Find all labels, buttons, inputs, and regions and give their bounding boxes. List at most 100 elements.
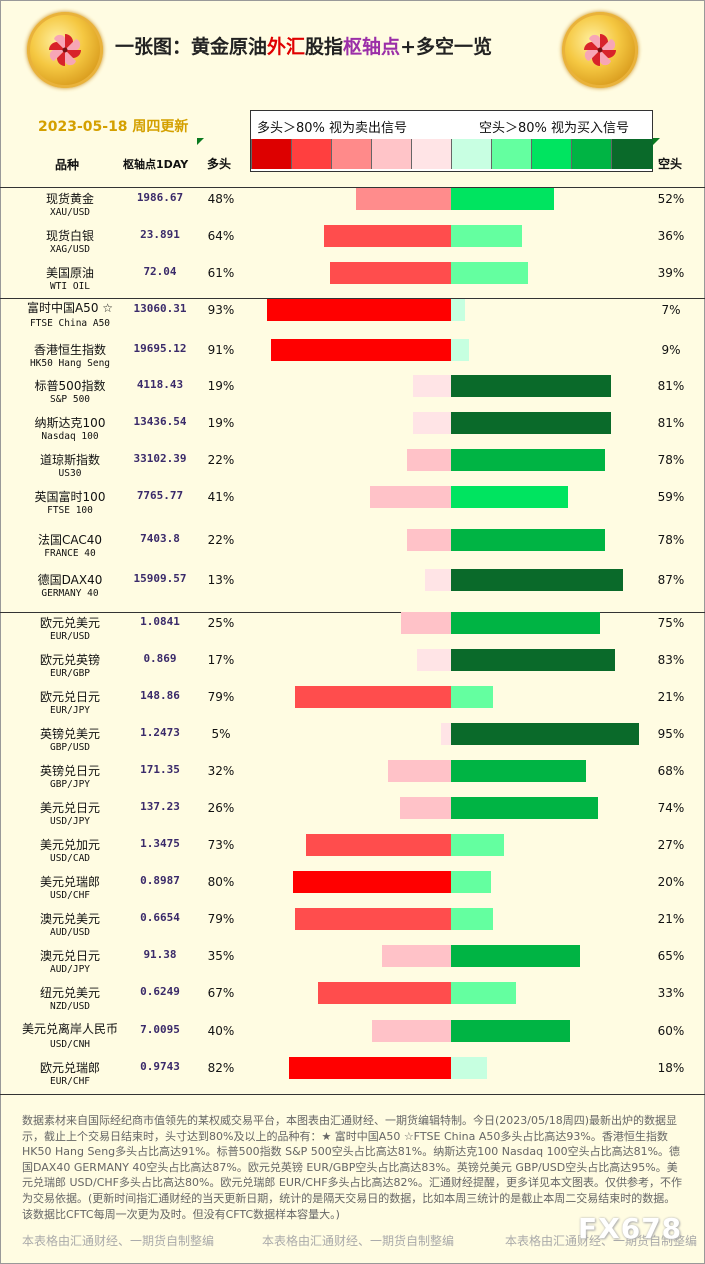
pivot-value: 1986.67 (136, 191, 184, 204)
long-bar (388, 760, 451, 782)
table-row: 澳元兑美元 AUD/USD 0.6654 79% 21% (0, 906, 705, 943)
long-percent: 79% (207, 912, 235, 926)
title-part: 枢轴点 (343, 36, 401, 58)
table-row: 欧元兑瑞郎 EUR/CHF 0.9743 82% 18% (0, 1055, 705, 1092)
short-percent: 39% (657, 266, 685, 280)
pivot-value: 23.891 (140, 228, 180, 241)
long-bar (293, 871, 451, 893)
corner-marker (653, 138, 660, 145)
instrument-name: 欧元兑美元 (39, 616, 100, 630)
long-percent: 79% (207, 690, 235, 704)
pivot-value: 72.04 (143, 265, 177, 278)
pivot-value: 0.869 (143, 652, 177, 665)
table-row: 美元兑日元 USD/JPY 137.23 26% 74% (0, 795, 705, 832)
instrument-name: 美元兑加元 (39, 838, 100, 852)
col-header-name: 品种 (55, 158, 80, 172)
section-divider (0, 612, 705, 613)
instrument-name: 香港恒生指数 (33, 343, 106, 357)
pivot-value: 7403.8 (140, 532, 180, 545)
short-bar (451, 871, 491, 893)
short-bar (451, 486, 568, 508)
instrument-name: 欧元兑日元 (39, 690, 100, 704)
long-bar (413, 412, 451, 434)
instrument-code: NZD/USD (49, 1001, 91, 1012)
legend-swatch (531, 139, 572, 169)
legend-long-signal: 多头＞80% 视为卖出信号 (257, 121, 408, 136)
long-percent: 40% (207, 1024, 235, 1038)
short-bar (451, 188, 554, 210)
title-part: 一张图：黄金原油 (115, 36, 268, 58)
long-percent: 48% (207, 192, 235, 206)
corner-marker (197, 138, 204, 145)
long-bar (330, 262, 451, 284)
short-bar (451, 908, 493, 930)
short-percent: 9% (661, 343, 681, 357)
instrument-code: WTI OIL (49, 281, 91, 292)
long-bar (318, 982, 451, 1004)
section-divider (0, 1094, 705, 1095)
footer-note: 数据素材来自国际经纪商市值领先的某权威交易平台，本图表由汇通财经、一期货编辑特制… (22, 1114, 683, 1221)
pinwheel-icon (584, 34, 616, 66)
pivot-value: 1.0841 (140, 615, 180, 628)
long-bar (407, 529, 451, 551)
pivot-value: 91.38 (143, 948, 177, 961)
watermark: 本表格由汇通财经、一期货自制整编 (22, 1234, 215, 1248)
instrument-code: XAU/USD (49, 207, 91, 218)
long-bar (295, 908, 451, 930)
instrument-code: Nasdaq 100 (41, 431, 99, 442)
update-date: 2023-05-18 周四更新 (38, 119, 189, 135)
short-percent: 74% (657, 801, 685, 815)
short-bar (451, 262, 528, 284)
pivot-value: 7765.77 (136, 489, 184, 502)
long-percent: 26% (207, 801, 235, 815)
long-bar (356, 188, 451, 210)
long-bar (382, 945, 451, 967)
instrument-code: EUR/JPY (49, 705, 91, 716)
long-bar (400, 797, 451, 819)
instrument-name: 纽元兑美元 (39, 986, 100, 1000)
instrument-name: 英国富时100 (34, 490, 106, 504)
long-bar (289, 1057, 451, 1079)
short-bar (451, 760, 586, 782)
table-row: 德国DAX40 GERMANY 40 15909.57 13% 87% (0, 567, 705, 604)
instrument-code: EUR/CHF (49, 1076, 91, 1087)
table-row: 英镑兑美元 GBP/USD 1.2473 5% 95% (0, 721, 705, 758)
instrument-code: EUR/GBP (49, 668, 91, 679)
pivot-value: 171.35 (140, 763, 180, 776)
short-bar (451, 339, 469, 361)
legend-short-signal: 空头＞80% 视为买入信号 (479, 121, 630, 136)
long-percent: 64% (207, 229, 235, 243)
pinwheel-icon (49, 34, 81, 66)
instrument-code: GBP/USD (49, 742, 91, 753)
short-percent: 21% (657, 690, 685, 704)
pivot-value: 0.8987 (140, 874, 180, 887)
legend-swatch (451, 139, 492, 169)
table-row: 欧元兑英镑 EUR/GBP 0.869 17% 83% (0, 647, 705, 684)
short-bar (451, 945, 580, 967)
short-bar (451, 449, 605, 471)
short-bar (451, 686, 493, 708)
pivot-value: 137.23 (140, 800, 180, 813)
brand-logo: FX678 (578, 1212, 683, 1245)
short-percent: 33% (657, 986, 685, 1000)
long-bar (271, 339, 451, 361)
short-bar (451, 649, 615, 671)
long-percent: 17% (207, 653, 235, 667)
short-bar (451, 375, 611, 397)
short-percent: 75% (657, 616, 685, 630)
short-percent: 68% (657, 764, 685, 778)
instrument-code: S&P 500 (49, 394, 91, 405)
instrument-name: 美元兑瑞郎 (39, 875, 100, 889)
instrument-code: GERMANY 40 (41, 588, 99, 599)
short-bar (451, 569, 623, 591)
short-bar (451, 723, 639, 745)
col-header-short: 空头 (658, 157, 683, 171)
long-percent: 41% (207, 490, 235, 504)
long-bar (324, 225, 451, 247)
long-bar (417, 649, 451, 671)
long-percent: 91% (207, 343, 235, 357)
table-row: 美国原油 WTI OIL 72.04 61% 39% (0, 260, 705, 297)
instrument-code: AUD/USD (49, 927, 91, 938)
logo-left (27, 12, 103, 88)
watermark: 本表格由汇通财经、一期货自制整编 (505, 1234, 698, 1248)
